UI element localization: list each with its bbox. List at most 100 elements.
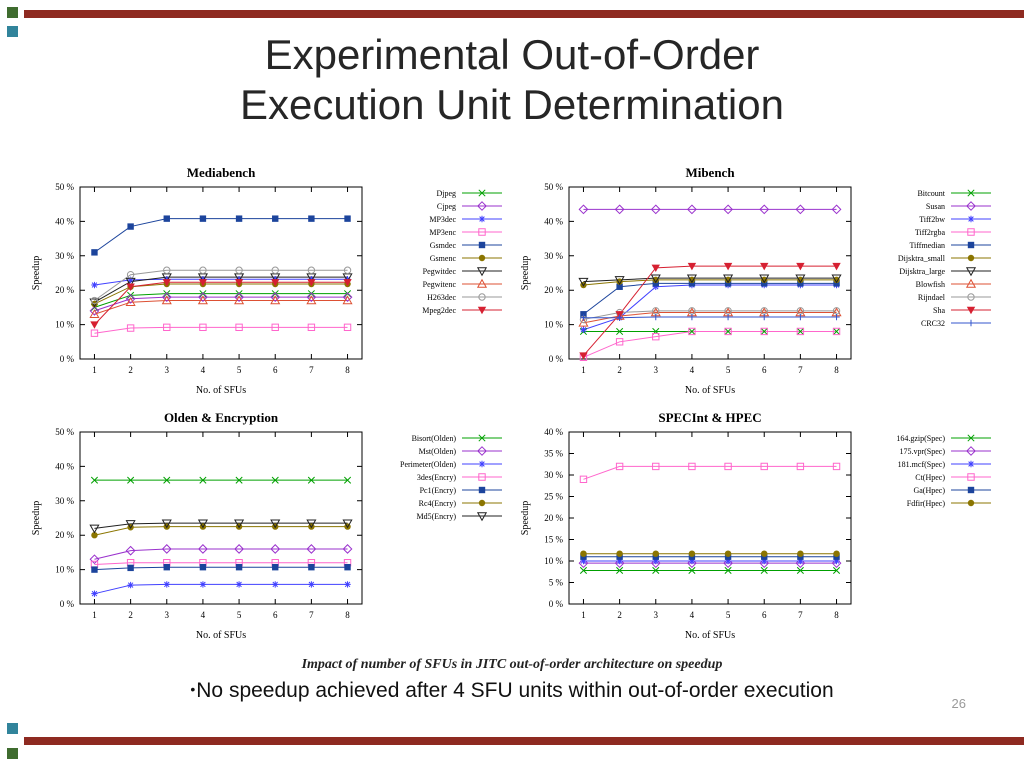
svg-text:3: 3: [165, 365, 170, 375]
svg-text:Cjpeg: Cjpeg: [437, 202, 456, 211]
svg-text:30 %: 30 %: [544, 251, 563, 261]
svg-text:5: 5: [237, 610, 242, 620]
svg-text:Fdfir(Hpec): Fdfir(Hpec): [907, 499, 946, 508]
chart-canvas: Mediabench Speedup No. of SFUs 0 % 10 % 20 % 3…: [31, 165, 502, 396]
svg-text:3: 3: [654, 365, 659, 375]
svg-text:Ga(Hpec): Ga(Hpec): [913, 486, 945, 495]
svg-text:8: 8: [345, 610, 350, 620]
svg-text:8: 8: [834, 365, 839, 375]
bottom-left-green-square: [7, 748, 18, 759]
svg-text:5 %: 5 %: [549, 578, 564, 588]
svg-text:40 %: 40 %: [544, 427, 563, 437]
svg-text:Bisort(Olden): Bisort(Olden): [412, 434, 457, 443]
svg-text:No. of SFUs: No. of SFUs: [196, 385, 246, 396]
svg-text:40 %: 40 %: [544, 216, 563, 226]
svg-text:Olden & Encryption: Olden & Encryption: [164, 410, 279, 425]
svg-text:MP3enc: MP3enc: [429, 228, 456, 237]
svg-text:Pegwitdec: Pegwitdec: [423, 267, 457, 276]
svg-text:3des(Encry): 3des(Encry): [417, 473, 456, 482]
svg-text:Tiffmedian: Tiffmedian: [909, 241, 945, 250]
bullet-text: No speedup achieved after 4 SFU units wi…: [196, 679, 834, 702]
svg-text:0 %: 0 %: [60, 599, 75, 609]
svg-text:7: 7: [309, 610, 314, 620]
svg-text:3: 3: [654, 610, 659, 620]
svg-text:20 %: 20 %: [544, 513, 563, 523]
svg-text:5: 5: [726, 610, 731, 620]
bullet-line: •No speedup achieved after 4 SFU units w…: [0, 679, 1024, 703]
svg-text:2: 2: [617, 365, 622, 375]
svg-text:30 %: 30 %: [544, 470, 563, 480]
svg-text:35 %: 35 %: [544, 449, 563, 459]
svg-text:7: 7: [798, 610, 803, 620]
svg-text:Speedup: Speedup: [31, 256, 42, 290]
svg-text:30 %: 30 %: [55, 496, 74, 506]
svg-text:Tiff2bw: Tiff2bw: [919, 215, 945, 224]
chart-mibench: Mibench Speedup No. of SFUs 0 % 10 % 20 % 30 %…: [515, 163, 1001, 410]
slide-title: Experimental Out-of-Order Execution Unit…: [0, 30, 1024, 129]
svg-text:Tiff2rgba: Tiff2rgba: [915, 228, 946, 237]
svg-text:0 %: 0 %: [60, 354, 75, 364]
top-left-green-square: [7, 7, 18, 18]
svg-text:Mibench: Mibench: [685, 165, 735, 180]
svg-text:Sha: Sha: [933, 306, 945, 315]
svg-text:50 %: 50 %: [544, 182, 563, 192]
svg-text:8: 8: [345, 365, 350, 375]
svg-text:181.mcf(Spec): 181.mcf(Spec): [898, 460, 946, 469]
svg-text:Djpeg: Djpeg: [436, 189, 456, 198]
svg-text:Rijndael: Rijndael: [918, 293, 946, 302]
page-number: 26: [951, 696, 966, 711]
svg-text:6: 6: [762, 365, 767, 375]
svg-text:4: 4: [201, 610, 206, 620]
svg-text:Susan: Susan: [926, 202, 945, 211]
svg-text:Pc1(Encry): Pc1(Encry): [420, 486, 457, 495]
svg-text:5: 5: [726, 365, 731, 375]
svg-text:Bitcount: Bitcount: [917, 189, 945, 198]
svg-text:4: 4: [690, 365, 695, 375]
svg-text:Ct(Hpec): Ct(Hpec): [915, 473, 945, 482]
chart-canvas: Mibench Speedup No. of SFUs 0 % 10 % 20 % 30 %…: [520, 165, 991, 396]
svg-text:Mediabench: Mediabench: [187, 165, 256, 180]
svg-text:10 %: 10 %: [544, 320, 563, 330]
svg-text:10 %: 10 %: [55, 320, 74, 330]
svg-text:2: 2: [128, 365, 133, 375]
chart-mediabench: Mediabench Speedup No. of SFUs 0 % 10 % 20 % 3…: [26, 163, 512, 410]
svg-text:No. of SFUs: No. of SFUs: [196, 630, 246, 641]
svg-text:164.gzip(Spec): 164.gzip(Spec): [896, 434, 945, 443]
svg-text:15 %: 15 %: [544, 535, 563, 545]
svg-text:1: 1: [92, 365, 97, 375]
bullet-glyph: •: [190, 681, 196, 697]
svg-text:Dijsktra_small: Dijsktra_small: [898, 254, 946, 263]
svg-text:40 %: 40 %: [55, 461, 74, 471]
svg-text:50 %: 50 %: [55, 427, 74, 437]
svg-text:3: 3: [165, 610, 170, 620]
svg-text:20 %: 20 %: [55, 285, 74, 295]
svg-text:7: 7: [309, 365, 314, 375]
svg-text:Rc4(Encry): Rc4(Encry): [419, 499, 457, 508]
slide-title-line1: Experimental Out-of-Order: [264, 31, 760, 78]
svg-text:MP3dec: MP3dec: [429, 215, 456, 224]
svg-text:10 %: 10 %: [544, 556, 563, 566]
figure-caption: Impact of number of SFUs in JITC out-of-…: [301, 657, 723, 672]
svg-text:50 %: 50 %: [55, 182, 74, 192]
svg-text:6: 6: [762, 610, 767, 620]
svg-text:Gsmdec: Gsmdec: [430, 241, 457, 250]
svg-text:Speedup: Speedup: [520, 501, 531, 535]
svg-text:30 %: 30 %: [55, 251, 74, 261]
chart-specint-hpec: SPECInt & HPEC Speedup No. of SFUs 0 % 5 % 10…: [515, 408, 1001, 655]
svg-text:175.vpr(Spec): 175.vpr(Spec): [899, 447, 945, 456]
slide-title-line2: Execution Unit Determination: [240, 80, 784, 128]
top-left-teal-square: [7, 26, 18, 37]
svg-text:Speedup: Speedup: [31, 501, 42, 535]
svg-text:CRC32: CRC32: [921, 319, 945, 328]
svg-text:8: 8: [834, 610, 839, 620]
svg-text:SPECInt & HPEC: SPECInt & HPEC: [658, 410, 761, 425]
svg-text:Gsmenc: Gsmenc: [430, 254, 457, 263]
svg-text:40 %: 40 %: [55, 216, 74, 226]
chart-canvas: Olden & Encryption Speedup No. of SFUs 0 % 1…: [31, 410, 502, 641]
svg-text:6: 6: [273, 610, 278, 620]
top-accent-bar: [24, 10, 1024, 18]
svg-text:1: 1: [92, 610, 97, 620]
chart-olden-encryption: Olden & Encryption Speedup No. of SFUs 0 % 1…: [26, 408, 512, 655]
svg-text:Speedup: Speedup: [520, 256, 531, 290]
